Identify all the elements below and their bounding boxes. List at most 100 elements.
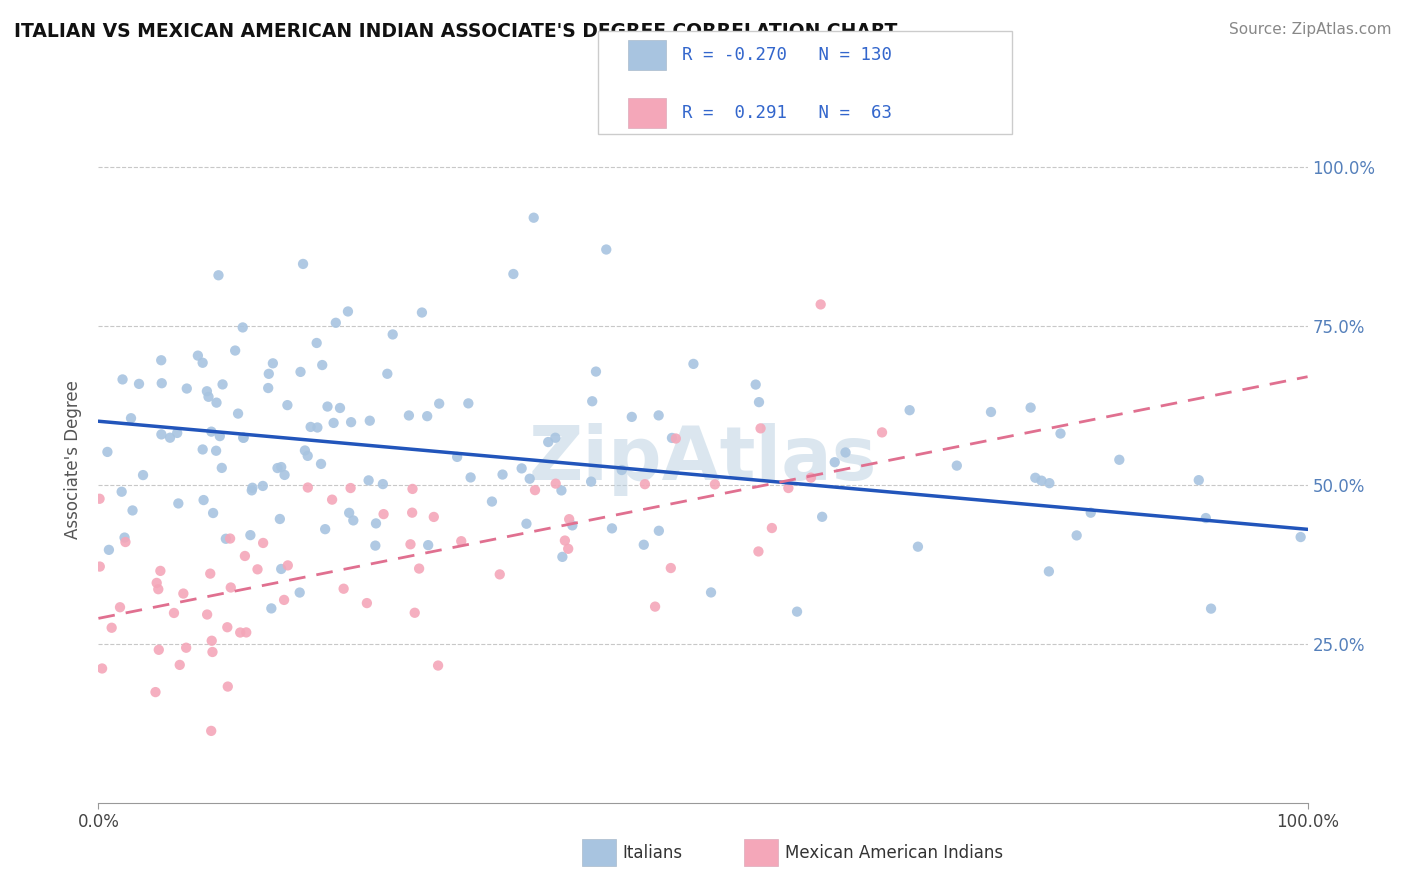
Point [647,409,669,423]
Text: Source: ZipAtlas.com: Source: ZipAtlas.com [1229,22,1392,37]
Point [266,461,288,475]
Point [148,642,170,657]
Point [201,645,224,659]
Point [634,477,657,491]
Point [610,463,633,477]
Point [332,582,354,596]
Point [870,425,893,440]
Point [834,445,856,459]
Point [800,470,823,484]
Point [172,586,194,600]
Point [89,491,111,506]
Point [761,521,783,535]
Text: Italians: Italians [623,844,683,862]
Point [150,427,173,442]
Point [211,377,233,392]
Point [661,431,683,445]
Point [235,625,257,640]
Point [132,468,155,483]
Point [277,558,299,573]
Point [411,305,433,319]
Point [633,538,655,552]
Point [1188,473,1211,487]
Point [207,268,229,283]
Point [316,400,339,414]
Point [524,483,547,497]
Point [290,365,312,379]
Point [305,336,328,351]
Point [1038,476,1060,491]
Point [193,493,215,508]
Point [336,304,359,318]
Point [557,541,579,556]
Point [700,585,723,599]
Point [314,522,336,536]
Point [96,445,118,459]
Point [321,492,343,507]
Point [257,367,280,381]
Point [748,395,770,409]
Point [1289,530,1312,544]
Point [163,606,186,620]
Point [398,409,420,423]
Point [276,398,298,412]
Point [294,443,316,458]
Point [502,267,524,281]
Point [408,561,430,575]
Point [224,343,246,358]
Point [356,596,378,610]
Point [297,481,319,495]
Point [260,601,283,615]
Point [357,474,380,488]
Point [309,457,332,471]
Point [322,416,344,430]
Point [1024,471,1046,485]
Point [232,431,254,445]
Point [166,425,188,440]
Point [824,455,846,469]
Text: ITALIAN VS MEXICAN AMERICAN INDIAN ASSOCIATE'S DEGREE CORRELATION CHART: ITALIAN VS MEXICAN AMERICAN INDIAN ASSOC… [14,22,897,41]
Point [232,320,254,334]
Point [401,506,423,520]
Point [427,397,450,411]
Point [202,506,225,520]
Point [329,401,352,415]
Point [1080,506,1102,520]
Point [744,377,766,392]
Point [229,625,252,640]
Point [191,356,214,370]
Point [91,661,114,675]
Point [176,382,198,396]
Point [786,605,808,619]
Point [121,503,143,517]
Point [749,421,772,435]
Point [342,513,364,527]
Point [416,409,439,424]
Point [201,633,224,648]
Point [89,559,111,574]
Point [523,211,546,225]
Point [270,562,292,576]
Point [364,516,387,531]
Point [747,544,769,558]
Point [579,475,602,489]
Point [257,381,280,395]
Point [898,403,921,417]
Point [197,390,219,404]
Point [558,512,581,526]
Point [1066,528,1088,542]
Point [288,585,311,599]
Point [620,409,643,424]
Point [200,566,222,581]
Point [195,384,218,399]
Point [145,685,167,699]
Point [195,607,218,622]
Point [211,461,233,475]
Point [307,420,329,434]
Point [491,467,513,482]
Point [682,357,704,371]
Point [488,567,510,582]
Text: Mexican American Indians: Mexican American Indians [785,844,1002,862]
Point [150,376,173,391]
Point [339,481,361,495]
